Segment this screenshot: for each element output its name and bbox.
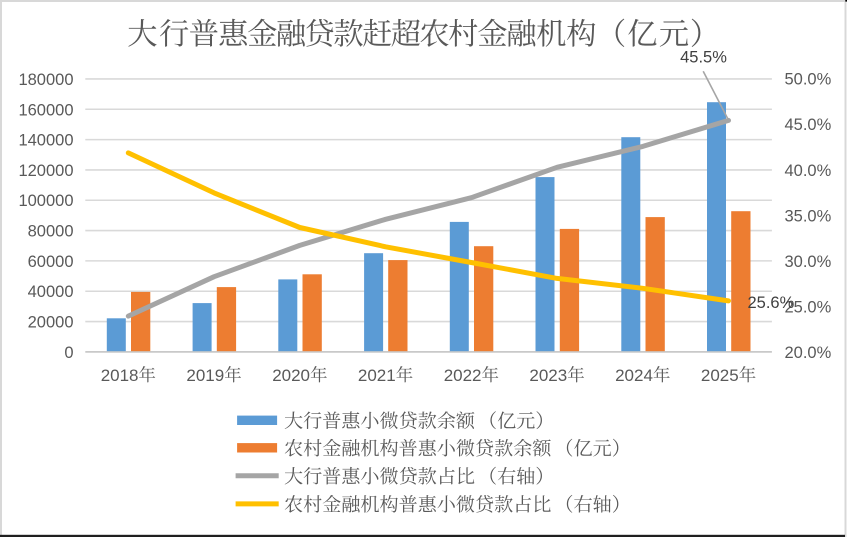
svg-text:2018: 2018 xyxy=(101,366,139,385)
svg-text:180000: 180000 xyxy=(18,71,73,89)
svg-text:2022: 2022 xyxy=(444,366,482,385)
svg-text:20.0%: 20.0% xyxy=(785,344,832,362)
svg-text:35.0%: 35.0% xyxy=(785,207,832,225)
svg-text:0: 0 xyxy=(64,344,73,362)
svg-text:2021: 2021 xyxy=(358,366,396,385)
svg-text:45.5%: 45.5% xyxy=(680,49,727,67)
svg-text:45.0%: 45.0% xyxy=(785,116,832,134)
svg-text:2024: 2024 xyxy=(615,366,653,385)
svg-text:40000: 40000 xyxy=(28,283,74,301)
svg-text:50.0%: 50.0% xyxy=(785,71,832,89)
svg-text:100000: 100000 xyxy=(18,192,73,210)
svg-text:20000: 20000 xyxy=(28,314,74,332)
svg-text:160000: 160000 xyxy=(18,101,73,119)
svg-text:60000: 60000 xyxy=(28,253,74,271)
svg-text:2020: 2020 xyxy=(272,366,310,385)
svg-text:140000: 140000 xyxy=(18,132,73,150)
svg-text:2025: 2025 xyxy=(701,366,739,385)
svg-text:40.0%: 40.0% xyxy=(785,162,832,180)
svg-text:30.0%: 30.0% xyxy=(785,253,832,271)
svg-text:80000: 80000 xyxy=(28,223,74,241)
svg-text:2023: 2023 xyxy=(529,366,567,385)
svg-text:120000: 120000 xyxy=(18,162,73,180)
svg-text:25.0%: 25.0% xyxy=(785,298,832,316)
svg-text:2019: 2019 xyxy=(186,366,224,385)
svg-text:25.6%: 25.6% xyxy=(748,294,795,312)
